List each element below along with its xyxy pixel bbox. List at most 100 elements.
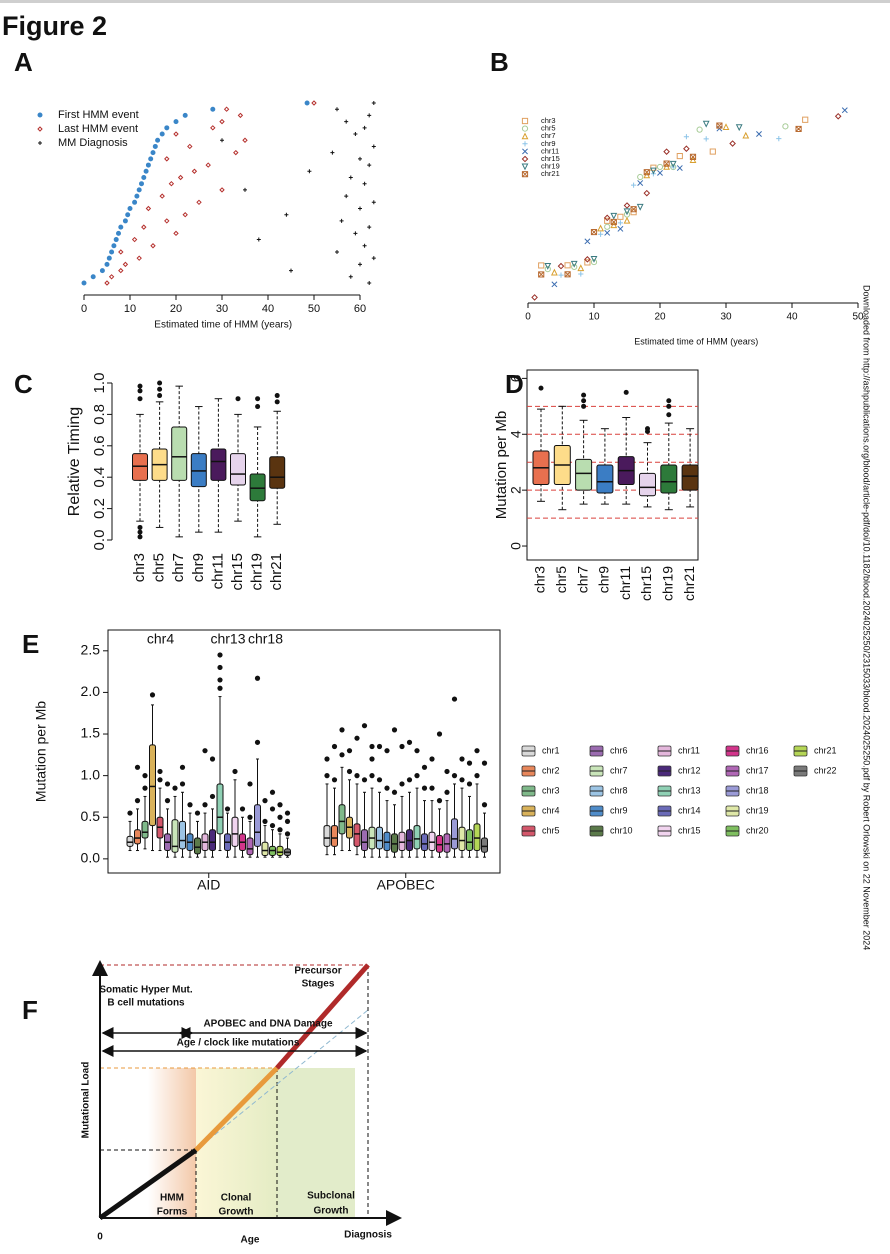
outlier: [436, 797, 443, 804]
label: Somatic Hyper Mut.: [99, 985, 193, 996]
point: [603, 214, 611, 222]
point: [544, 263, 552, 270]
outlier: [474, 773, 480, 779]
point: [335, 107, 339, 112]
point: [358, 262, 362, 267]
box: [639, 472, 656, 497]
legend-label: chr21: [814, 745, 837, 755]
outlier: [474, 748, 480, 754]
outlier: [217, 664, 223, 671]
point: [578, 271, 584, 277]
panel-label: E: [22, 629, 39, 659]
outlier: [354, 773, 360, 779]
x-axis-label: Estimated time of HMM (years): [634, 336, 758, 346]
legend-marker: [521, 132, 529, 140]
frame: [526, 369, 699, 561]
box: [331, 825, 338, 847]
outlier: [157, 386, 163, 392]
outlier: [134, 797, 141, 804]
outlier: [137, 529, 143, 535]
x-tick-label: chr21: [268, 553, 285, 591]
box: [473, 823, 481, 852]
point: [584, 259, 591, 266]
outlier: [581, 403, 587, 409]
point: [551, 281, 558, 288]
label: Clonal: [221, 1193, 252, 1204]
point: [164, 218, 170, 224]
outlier: [331, 743, 338, 750]
box: [376, 826, 383, 850]
point: [164, 125, 170, 131]
outlier: [581, 392, 587, 398]
outlier: [459, 777, 465, 783]
legend-label: chr2: [542, 765, 560, 775]
outlier: [134, 764, 141, 770]
box: [383, 831, 391, 852]
point: [538, 271, 545, 278]
outlier: [369, 756, 375, 762]
point: [143, 168, 149, 174]
legend-marker: [37, 126, 43, 132]
x-tick-label: 40: [262, 303, 274, 315]
point: [362, 181, 367, 186]
point: [141, 174, 147, 180]
box: [421, 833, 428, 852]
box: [323, 825, 331, 847]
x-tick-label: 30: [216, 303, 228, 315]
point: [722, 123, 730, 131]
band-subclonal: [278, 1068, 355, 1218]
box: [596, 464, 614, 494]
point: [637, 180, 644, 186]
legend-label: chr19: [746, 805, 769, 815]
point: [173, 119, 179, 125]
outlier: [384, 785, 390, 791]
point: [284, 212, 289, 217]
outlier: [466, 781, 473, 787]
outlier: [217, 677, 223, 683]
point: [132, 199, 138, 205]
x-tick-label: chr21: [681, 566, 697, 601]
legend-marker: [38, 141, 42, 145]
outlier: [157, 777, 163, 783]
point: [134, 193, 140, 199]
outlier: [142, 785, 148, 791]
point: [367, 163, 372, 168]
outlier: [666, 403, 672, 409]
box: [149, 744, 156, 827]
outlier: [346, 768, 353, 775]
point: [584, 238, 591, 245]
point: [177, 174, 184, 181]
y-tick-label: 0.6: [91, 435, 108, 456]
outlier: [414, 773, 420, 779]
annotation: chr13: [210, 631, 245, 647]
point: [590, 255, 598, 263]
point: [150, 243, 156, 249]
legend-label: chr15: [541, 154, 560, 163]
annotation: chr4: [147, 631, 174, 647]
point: [122, 261, 129, 268]
point: [371, 256, 376, 261]
point: [782, 123, 789, 130]
legend-marker: [521, 163, 529, 171]
legend-marker: [522, 141, 528, 147]
outlier: [217, 685, 223, 691]
box: [171, 426, 188, 481]
box: [338, 804, 346, 835]
point: [145, 205, 152, 212]
outlier: [262, 818, 268, 825]
box: [261, 841, 269, 857]
label: Growth: [314, 1206, 349, 1217]
point: [570, 260, 578, 268]
x-tick-label: chr9: [190, 553, 207, 582]
outlier: [157, 380, 163, 386]
y-tick-label: 1.0: [81, 766, 101, 782]
point: [353, 231, 358, 236]
frame: [107, 629, 501, 874]
box: [398, 831, 406, 852]
point: [196, 199, 202, 206]
outlier: [274, 399, 280, 405]
point: [841, 107, 848, 114]
point: [631, 182, 637, 188]
outlier: [274, 393, 280, 399]
point: [122, 218, 128, 224]
